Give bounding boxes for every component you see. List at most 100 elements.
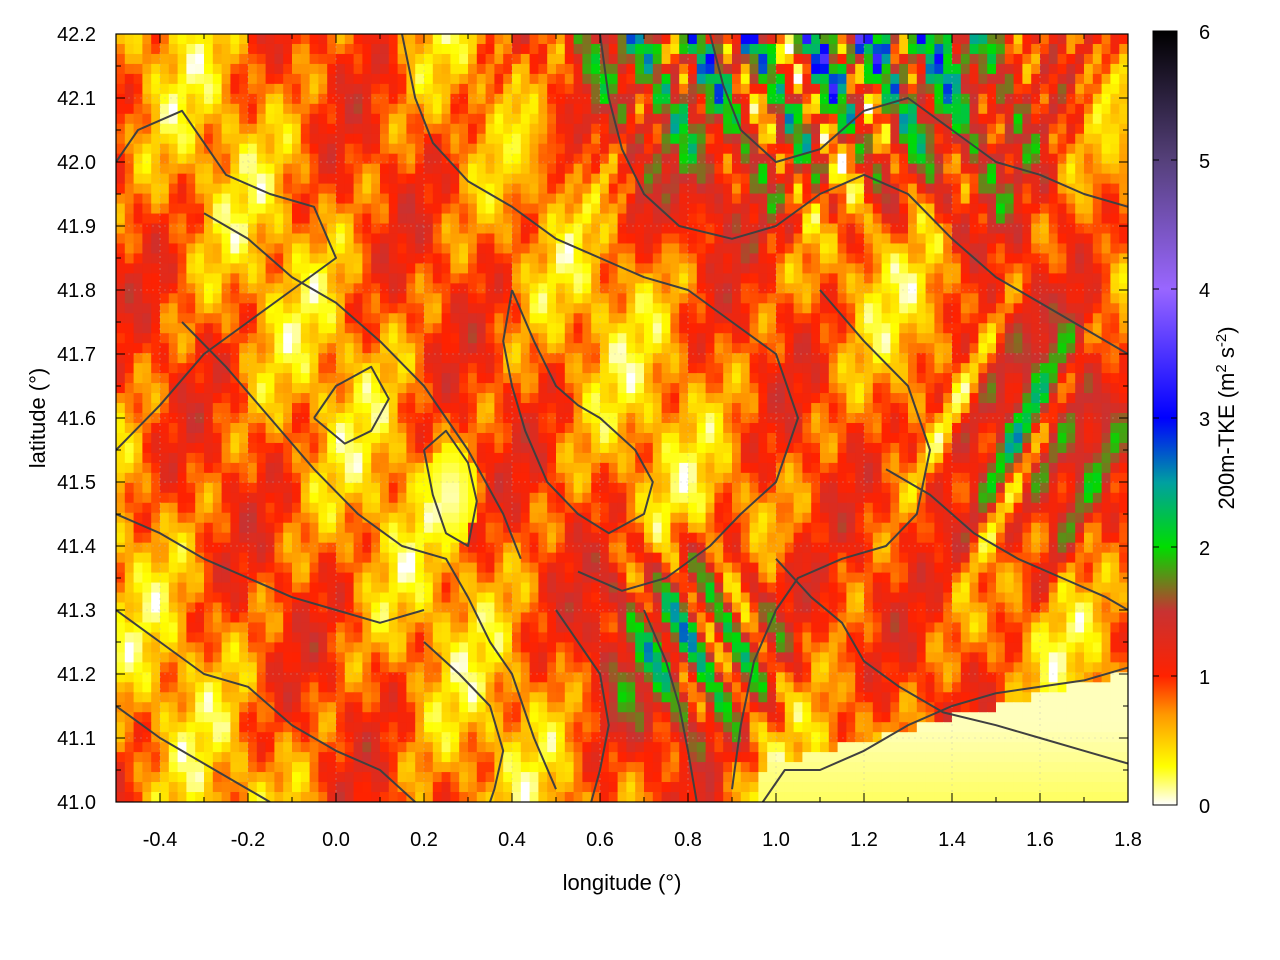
- heatmap-cell: [476, 173, 487, 185]
- heatmap-cell: [529, 93, 539, 105]
- heatmap-cell: [652, 43, 663, 55]
- heatmap-cell: [388, 213, 399, 225]
- heatmap-cell: [186, 432, 196, 444]
- heatmap-cell: [802, 193, 812, 205]
- heatmap-cell: [828, 223, 839, 235]
- heatmap-cell: [767, 243, 777, 255]
- heatmap-cell: [300, 303, 311, 314]
- heatmap-cell: [248, 343, 258, 354]
- heatmap-cell: [899, 363, 909, 374]
- heatmap-cell: [846, 343, 856, 354]
- heatmap-cell: [239, 193, 249, 205]
- heatmap-cell: [1031, 403, 1041, 414]
- heatmap-cell: [1066, 432, 1076, 444]
- heatmap-cell: [1004, 413, 1015, 424]
- heatmap-cell: [934, 133, 944, 145]
- heatmap-cell: [652, 173, 663, 185]
- heatmap-cell: [195, 303, 205, 314]
- heatmap-cell: [538, 462, 548, 474]
- heatmap-cell: [256, 293, 267, 304]
- heatmap-cell: [969, 273, 979, 284]
- heatmap-cell: [1004, 183, 1015, 195]
- heatmap-cell: [890, 103, 900, 115]
- heatmap-cell: [177, 253, 187, 264]
- heatmap-cell: [1031, 73, 1041, 85]
- heatmap-cell: [996, 383, 1006, 394]
- heatmap-cell: [177, 303, 187, 314]
- heatmap-cell: [1031, 223, 1041, 235]
- heatmap-cell: [978, 53, 988, 65]
- heatmap-cell: [1013, 223, 1023, 235]
- heatmap-cell: [872, 353, 883, 364]
- heatmap-cell: [1110, 422, 1120, 434]
- heatmap-cell: [987, 343, 997, 354]
- heatmap-cell: [256, 153, 267, 165]
- heatmap-cell: [846, 283, 856, 294]
- heatmap-cell: [855, 403, 865, 414]
- heatmap-cell: [221, 34, 231, 45]
- heatmap-cell: [1084, 303, 1094, 314]
- heatmap-cell: [705, 283, 715, 294]
- heatmap-cell: [195, 243, 205, 255]
- heatmap-cell: [212, 323, 223, 334]
- heatmap-cell: [318, 153, 328, 165]
- heatmap-cell: [705, 213, 715, 225]
- heatmap-cell: [503, 452, 513, 464]
- heatmap-cell: [388, 83, 399, 95]
- heatmap-cell: [749, 283, 759, 294]
- heatmap-cell: [670, 233, 680, 245]
- heatmap-cell: [670, 173, 680, 185]
- heatmap-cell: [925, 393, 935, 404]
- heatmap-cell: [890, 253, 900, 264]
- heatmap-cell: [802, 263, 812, 274]
- heatmap-cell: [230, 153, 240, 165]
- heatmap-cell: [529, 393, 539, 404]
- heatmap-cell: [1092, 223, 1103, 235]
- heatmap-cell: [388, 93, 399, 105]
- heatmap-cell: [608, 253, 619, 264]
- heatmap-cell: [1022, 193, 1032, 205]
- heatmap-cell: [177, 163, 187, 175]
- heatmap-cell: [424, 163, 434, 175]
- heatmap-cell: [151, 383, 161, 394]
- heatmap-cell: [221, 103, 231, 115]
- heatmap-cell: [186, 163, 196, 175]
- heatmap-cell: [406, 403, 416, 414]
- heatmap-cell: [195, 193, 205, 205]
- heatmap-cell: [318, 163, 328, 175]
- heatmap-cell: [908, 273, 918, 284]
- heatmap-cell: [969, 432, 979, 444]
- heatmap-cell: [529, 283, 539, 294]
- heatmap-cell: [635, 73, 645, 85]
- heatmap-cell: [1084, 193, 1094, 205]
- heatmap-cell: [151, 462, 161, 474]
- heatmap-cell: [696, 393, 707, 404]
- heatmap-cell: [441, 113, 451, 125]
- heatmap-cell: [943, 163, 953, 175]
- heatmap-cell: [890, 333, 900, 344]
- heatmap-cell: [837, 193, 847, 205]
- heatmap-cell: [494, 123, 504, 135]
- heatmap-cell: [556, 303, 566, 314]
- heatmap-cell: [969, 123, 979, 135]
- heatmap-cell: [740, 422, 751, 434]
- heatmap-cell: [828, 393, 839, 404]
- heatmap-cell: [397, 73, 407, 85]
- heatmap-cell: [450, 442, 460, 454]
- heatmap-cell: [855, 323, 865, 334]
- heatmap-cell: [195, 293, 205, 304]
- heatmap-cell: [793, 452, 803, 464]
- heatmap-cell: [388, 442, 399, 454]
- heatmap-cell: [696, 243, 707, 255]
- heatmap-cell: [740, 63, 751, 75]
- heatmap-cell: [512, 452, 522, 464]
- heatmap-cell: [925, 452, 935, 464]
- heatmap-cell: [1048, 333, 1059, 344]
- heatmap-cell: [740, 313, 751, 324]
- heatmap-cell: [705, 163, 715, 175]
- heatmap-cell: [450, 253, 460, 264]
- heatmap-cell: [265, 303, 275, 314]
- heatmap-cell: [476, 383, 487, 394]
- heatmap-cell: [573, 113, 583, 125]
- heatmap-cell: [371, 253, 381, 264]
